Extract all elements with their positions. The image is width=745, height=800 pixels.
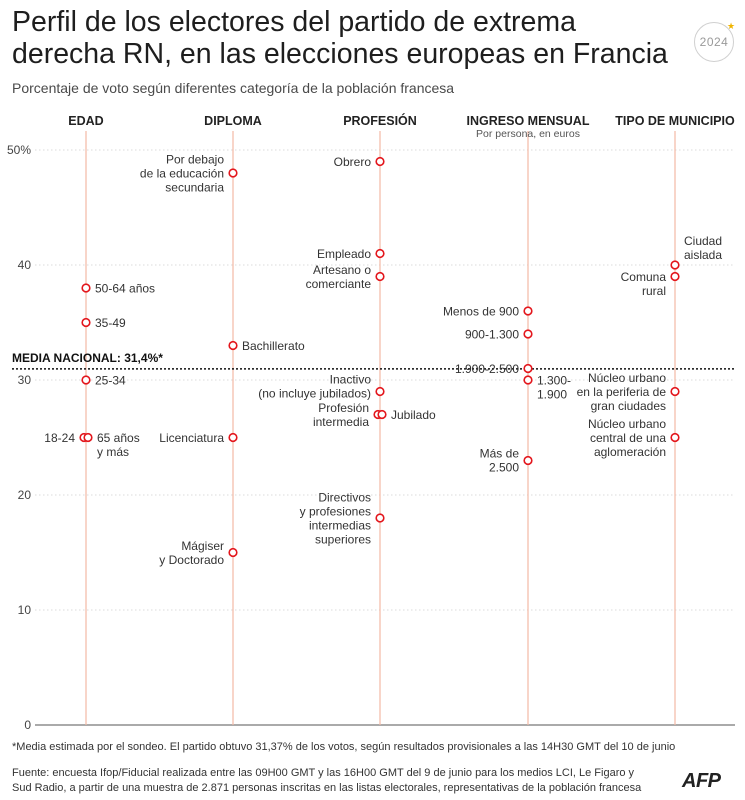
- column-header: DIPLOMA: [204, 114, 262, 128]
- star-icon: ★: [727, 21, 736, 31]
- data-label: Más de 2.500: [480, 447, 520, 475]
- data-point: [375, 386, 385, 397]
- data-point: [670, 386, 680, 397]
- column-header: TIPO DE MUNICIPIO: [615, 114, 735, 128]
- data-label: 25-34: [95, 374, 126, 388]
- chart-subtitle: Porcentaje de voto según diferentes cate…: [12, 80, 455, 96]
- data-point: [228, 168, 238, 178]
- data-point: [81, 317, 91, 328]
- data-label: Artesano o comerciante: [306, 263, 372, 291]
- data-point: [375, 271, 385, 282]
- data-point: [523, 363, 533, 374]
- data-point: [523, 375, 533, 385]
- column-header: PROFESIÓN: [343, 113, 417, 128]
- data-point: [377, 409, 387, 420]
- data-point: [670, 271, 680, 282]
- afp-logo: AFP: [682, 770, 721, 792]
- data-point: [523, 306, 533, 316]
- y-tick-label: 0: [24, 718, 31, 732]
- data-label: 1.900-2.500: [455, 362, 519, 376]
- data-label: 50-64 años: [95, 282, 155, 296]
- column-header: EDAD: [68, 114, 103, 128]
- data-label: Jubilado: [391, 408, 436, 422]
- data-label: Por debajo de la educación secundaria: [140, 153, 224, 195]
- data-point: [523, 329, 533, 339]
- data-point: [228, 432, 238, 443]
- data-label: 65 años y más: [97, 431, 140, 459]
- data-point: [670, 260, 680, 270]
- data-label: Profesión intermedia: [313, 401, 369, 429]
- data-point: [375, 248, 385, 259]
- data-label: Comuna rural: [621, 270, 667, 298]
- data-label: Directivos y profesiones intermedias superi…: [300, 491, 371, 547]
- y-tick-label: 50%: [7, 143, 31, 157]
- chart-title: Perfil de los electores del partido de e…: [12, 6, 668, 70]
- data-label: Mágiser y Doctorado: [159, 539, 224, 567]
- y-tick-label: 10: [18, 603, 32, 617]
- y-tick-label: 20: [18, 488, 32, 502]
- data-point: [670, 432, 680, 443]
- data-label: Inactivo (no incluye jubilados): [258, 373, 371, 401]
- dot-plot: 50% 40 30 20 10 0 EDAD DIPLOMA PROFESIÓN INGRESO …: [7, 113, 735, 732]
- data-label: Núcleo urbano central de una aglomeración: [588, 417, 666, 459]
- data-point: [523, 455, 533, 466]
- data-label: Licenciatura: [159, 431, 224, 445]
- data-label: Empleado: [317, 247, 371, 261]
- data-point: [81, 375, 91, 385]
- column-subheader: Por persona, en euros: [476, 128, 580, 140]
- data-label: 18-24: [44, 431, 75, 445]
- data-label: Núcleo urbano en la periferia de gran ciud…: [577, 371, 667, 413]
- data-label: Obrero: [334, 155, 372, 169]
- data-point: [83, 432, 93, 443]
- data-label: 1.300-1.900: [537, 374, 571, 402]
- column-header: INGRESO MENSUAL: [467, 114, 590, 128]
- data-point: [81, 283, 91, 293]
- data-label: 900-1.300: [465, 328, 519, 342]
- y-tick-label: 30: [18, 373, 32, 387]
- data-point: [228, 547, 238, 558]
- source-note: Fuente: encuesta Ifop/Fiducial realizada…: [12, 767, 642, 794]
- year-badge: 2024: [694, 22, 734, 62]
- data-point: [375, 156, 385, 167]
- data-label: Menos de 900: [443, 305, 519, 319]
- data-label: 35-49: [95, 316, 126, 330]
- footnote: *Media estimada por el sondeo. El partid…: [12, 741, 676, 753]
- data-point: [375, 513, 385, 523]
- data-point: [228, 340, 238, 351]
- national-average-label: MEDIA NACIONAL: 31,4%*: [12, 351, 163, 365]
- y-tick-label: 40: [18, 258, 32, 272]
- data-label: Bachillerato: [242, 339, 305, 353]
- data-label: Ciudad aislada: [684, 234, 722, 262]
